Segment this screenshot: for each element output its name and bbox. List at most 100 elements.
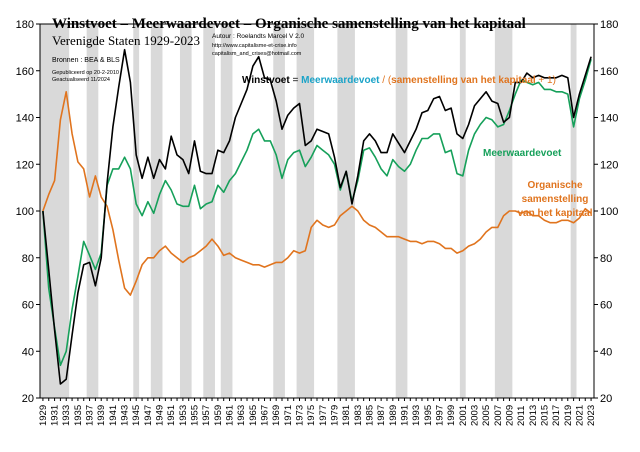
x-tick-label: 1957 [201,405,212,426]
updated-date: Geactualiseerd 11/2024 [52,77,110,83]
x-tick-label: 1953 [178,405,189,426]
x-tick-label: 1961 [225,405,236,426]
x-tick-label: 2019 [563,405,574,426]
x-tick-label: 1999 [446,405,457,426]
series-lines [42,48,592,385]
y-tick-label-right: 80 [600,253,612,265]
x-tick-label: 1995 [423,405,434,426]
sources: Bronnen : BEA & BLS [52,57,120,64]
x-tick-label: 1931 [50,405,61,426]
formula-meerwaardevoet: Meerwaardevoet [301,75,380,86]
x-tick-label: 1929 [38,405,49,426]
recession-band [133,24,140,398]
x-tick-label: 1949 [155,405,166,426]
formula-end: + 1) [536,75,556,86]
formula-slash: / ( [379,75,391,86]
formula-winstvoet: Winstvoet [242,75,290,86]
x-tick-label: 1993 [411,405,422,426]
y-tick-label-left: 20 [22,393,34,405]
x-tick-label: 1951 [166,405,177,426]
y-tick-label-left: 120 [16,159,34,171]
x-tick-label: 2009 [504,405,515,426]
x-tick-label: 1969 [271,405,282,426]
x-tick-label: 2001 [458,405,469,426]
x-tick-label: 1981 [341,405,352,426]
x-tick-label: 1991 [399,405,410,426]
x-tick-label: 1997 [434,405,445,426]
x-tick-label: 2017 [551,405,562,426]
x-tick-label: 1987 [376,405,387,426]
y-tick-label-left: 140 [16,113,34,125]
x-tick-label: 1967 [260,405,271,426]
recession-band [86,24,99,398]
x-tick-label: 2007 [493,405,504,426]
x-tick-label: 2011 [516,406,527,426]
recession-band [203,24,215,398]
y-tick-label-left: 160 [16,66,34,78]
x-tick-label: 1945 [131,405,142,426]
y-tick-label-left: 40 [22,346,34,358]
y-tick-label-right: 160 [600,66,618,78]
x-tick-label: 1963 [236,405,247,426]
formula-samenstelling: samenstelling van het kapitaal [391,75,536,86]
y-axis-left: 20 40 60 80 100 120 140 160 180 [16,19,34,405]
x-tick-label: 1939 [96,405,107,426]
recession-bands [40,24,577,398]
y-tick-label-right: 180 [600,19,618,31]
recession-band [395,24,408,398]
author-email: capitalism_and_crises@hotmail.com [212,51,302,57]
label-organische-1: Organische [527,180,582,191]
x-tick-label: 1985 [364,405,375,426]
x-tick-label: 1989 [388,405,399,426]
x-tick-label: 2005 [481,405,492,426]
recession-band [273,24,285,398]
x-tick-label: 1937 [85,405,96,426]
x-axis: 1929 1931 1933 1935 1937 1939 1941 1943 1945 1947… [38,405,597,426]
recession-band [459,24,466,398]
recession-band [179,24,192,398]
y-axis-right: 20 40 60 80 100 120 140 160 180 [600,19,618,405]
author-line: Autour : Roelandts Marcel V 2.0 [212,33,305,40]
y-tick-label-right: 140 [600,113,618,125]
x-tick-label: 2023 [586,405,597,426]
y-tick-label-left: 60 [22,300,34,312]
chart-subtitle: Verenigde Staten 1929-2023 [52,33,200,48]
label-meerwaardevoet: Meerwaardevoet [483,148,562,159]
y-tick-label-right: 40 [600,346,612,358]
x-tick-label: 1935 [73,405,84,426]
x-tick-label: 2013 [528,405,539,426]
published-date: Gepubliceerd op 20-2-2010 [52,70,119,76]
x-tick-label: 2021 [574,405,585,426]
y-tick-label-left: 80 [22,253,34,265]
author-url: http://www.capitalisme-et-crise.info [212,43,297,49]
x-tick-label: 1977 [318,405,329,426]
x-tick-label: 1979 [329,405,340,426]
x-tick-label: 1943 [120,405,131,426]
recession-band [494,24,513,398]
x-tick-label: 1941 [108,405,119,426]
formula-equals: = [290,75,301,86]
recession-band [220,24,233,398]
recession-band [150,24,163,398]
x-tick-label: 1975 [306,405,317,426]
x-tick-label: 1947 [143,405,154,426]
line-winstvoet [42,48,592,385]
x-tick-label: 2003 [469,405,480,426]
label-organische-2: samenstelling [522,194,589,205]
x-tick-label: 1955 [190,405,201,426]
x-tick-label: 1959 [213,405,224,426]
x-tick-label: 1965 [248,405,259,426]
x-tick-label: 1971 [283,405,294,426]
y-tick-label-left: 100 [16,206,34,218]
y-tick-label-right: 60 [600,300,612,312]
x-tick-label: 2015 [539,405,550,426]
line-organische-samenstelling [42,91,592,296]
x-tick-label: 1973 [295,405,306,426]
line-meerwaardevoet [42,58,592,367]
x-tick-label: 1983 [353,405,364,426]
label-organische-3: van het kapitaal [517,208,592,219]
y-tick-label-right: 100 [600,206,618,218]
chart-frame [36,23,598,401]
chart-title: Winstvoet – Meerwaardevoet – Organische … [52,16,526,32]
